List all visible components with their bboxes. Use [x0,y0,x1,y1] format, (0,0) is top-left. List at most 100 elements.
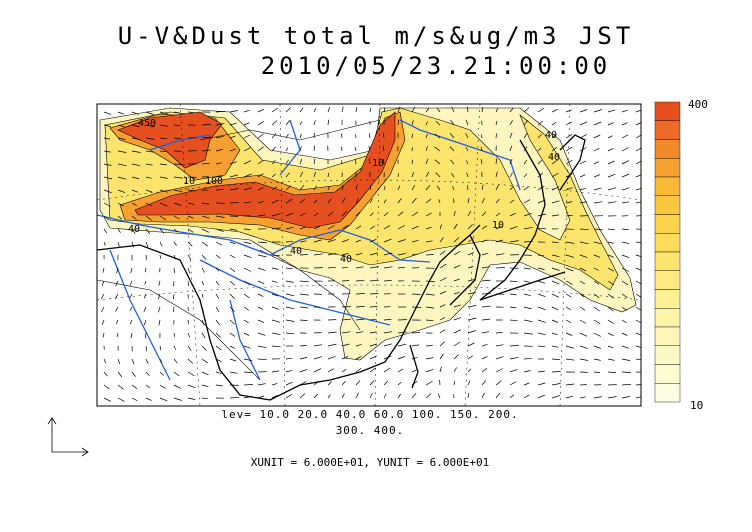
wind-vector [383,107,386,113]
wind-vector [425,254,434,256]
wind-vector [201,358,208,364]
wind-vector [411,253,418,256]
wind-vector [341,211,348,217]
wind-vector [635,267,641,271]
wind-vector [635,201,641,204]
wind-vector [397,173,399,178]
wind-vector [299,368,308,373]
wind-vector [187,384,196,389]
color-bar [654,101,681,403]
colorbar-swatch [654,326,681,346]
wind-vector [411,184,416,191]
wind-vector [509,212,516,217]
wind-vector [579,267,587,272]
wind-vector [565,358,575,361]
wind-vector [397,393,401,399]
wind-vector [411,381,418,386]
wind-vector [425,158,429,165]
wind-vector [607,319,614,324]
wind-vector [465,133,469,139]
wind-vector [341,106,344,113]
wind-vector [159,241,163,247]
wind-vector [451,173,455,178]
wind-vector [159,358,163,363]
wind-vector [159,215,167,221]
wind-vector [593,109,603,113]
wind-vector [425,345,433,347]
wind-vector [313,356,323,360]
wind-vector [467,266,474,269]
wind-vector [593,319,601,325]
wind-vector [537,280,546,284]
wind-vector [607,358,615,361]
wind-vector [243,306,250,311]
wind-vector [145,189,153,193]
wind-vector [159,150,167,152]
wind-vector [593,267,599,271]
wind-vector [215,149,223,152]
wind-vector [201,397,209,400]
wind-vector [159,163,167,166]
wind-vector [355,197,360,204]
wind-vector [145,163,153,166]
wind-vector [453,317,462,321]
wind-vector [551,159,558,165]
wind-vector [635,109,641,113]
wind-vector [158,280,161,286]
wind-vector [425,212,432,217]
wind-vector [355,356,362,360]
wind-vector [551,200,560,204]
wind-vector [411,133,414,139]
wind-vector [509,306,517,309]
wind-vector [187,332,191,338]
wind-vector [144,332,147,339]
wind-vector [434,146,441,152]
wind-vector [131,358,135,365]
wind-vector [593,345,602,349]
wind-vector [299,280,309,283]
wind-vector [523,159,528,165]
colorbar-swatch [654,270,681,290]
wind-vector [271,227,281,230]
wind-vector [537,160,543,165]
wind-vector [159,176,168,179]
wind-vector [453,329,462,334]
wind-vector [243,319,249,324]
contour-label: 450 [138,118,156,129]
wind-vector [509,226,518,230]
wind-vector [495,158,497,165]
wind-vector [285,107,291,113]
wind-vector [229,332,236,337]
wind-vector [523,394,530,399]
wind-vector [327,198,332,204]
wind-vector [201,124,211,126]
wind-vector [467,393,470,399]
wind-vector [369,198,373,204]
wind-vector [243,134,251,139]
wind-vector [467,197,470,204]
wind-vector [621,267,629,272]
wind-vector [383,225,391,230]
wind-vector [523,132,528,139]
wind-vector [131,176,140,180]
wind-vector [425,121,429,126]
wind-vector [495,212,501,217]
wind-vector [229,293,235,299]
wind-vector [635,122,641,126]
wind-vector [117,397,125,402]
wind-vector [299,198,306,204]
wind-vector [355,107,358,113]
wind-vector [551,122,557,126]
colorbar-swatch [654,308,681,328]
wind-vector [103,228,108,234]
wind-vector [509,319,518,322]
wind-vector [481,197,486,204]
wind-vector [215,189,225,191]
wind-vector [579,358,589,361]
wind-vector [467,185,469,191]
wind-vector [131,124,140,128]
wind-vector [257,200,264,204]
wind-vector [425,306,435,309]
wind-vector [102,267,105,273]
wind-vector [425,226,432,230]
